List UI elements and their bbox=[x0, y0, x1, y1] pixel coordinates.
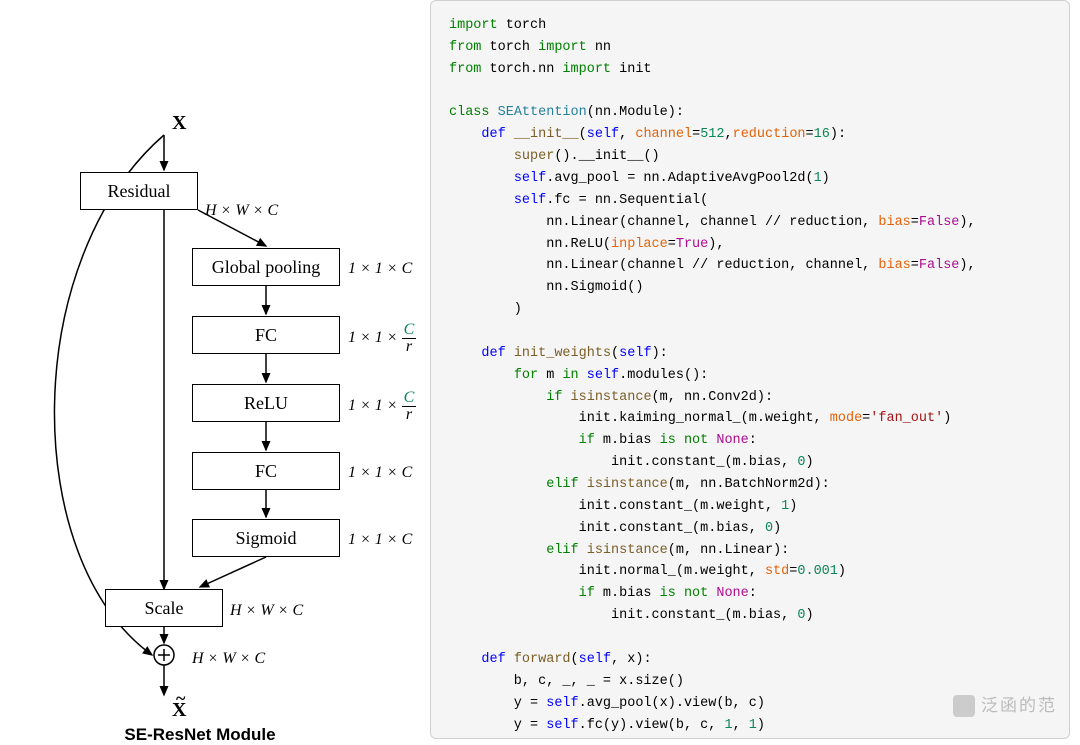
node-sigmoid: Sigmoid bbox=[192, 519, 340, 557]
watermark: 泛函的范 bbox=[953, 692, 1057, 720]
dim-fc1: 1 × 1 × Cr bbox=[348, 322, 416, 355]
node-scale: Scale bbox=[105, 589, 223, 627]
plus-dim-label: H × W × C bbox=[192, 650, 265, 668]
node-residual: Residual bbox=[80, 172, 198, 210]
dim-relu: 1 × 1 × Cr bbox=[348, 390, 416, 423]
wechat-icon bbox=[953, 695, 975, 717]
diagram-panel: X Residual Global pooling FC ReLU FC Sigmoid S… bbox=[0, 0, 430, 739]
se-resnet-diagram bbox=[0, 0, 430, 739]
input-x-label: X bbox=[172, 112, 186, 135]
node-gpool: Global pooling bbox=[192, 248, 340, 286]
dim-scale: H × W × C bbox=[230, 602, 303, 620]
node-relu: ReLU bbox=[192, 384, 340, 422]
node-fc1: FC bbox=[192, 316, 340, 354]
dim-residual: H × W × C bbox=[205, 202, 278, 220]
dim-gpool: 1 × 1 × C bbox=[348, 260, 412, 278]
watermark-text: 泛函的范 bbox=[981, 692, 1057, 720]
code-block: import torchfrom torch import nnfrom tor… bbox=[449, 15, 1051, 739]
node-fc2: FC bbox=[192, 452, 340, 490]
output-x-label: X bbox=[172, 699, 186, 722]
dim-sigmoid: 1 × 1 × C bbox=[348, 531, 412, 549]
diagram-caption: SE-ResNet Module bbox=[90, 725, 310, 745]
dim-fc2: 1 × 1 × C bbox=[348, 464, 412, 482]
code-panel: import torchfrom torch import nnfrom tor… bbox=[430, 0, 1070, 739]
